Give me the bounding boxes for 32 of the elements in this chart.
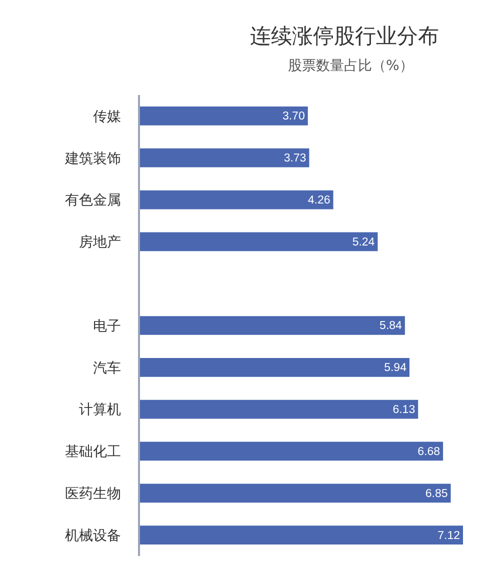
y-tick-label: 计算机 xyxy=(79,402,122,418)
bar xyxy=(140,400,418,419)
data-label: 6.68 xyxy=(418,446,440,458)
y-tick-label: 建筑装饰 xyxy=(64,150,122,167)
y-tick-label: 基础化工 xyxy=(65,444,122,460)
bar xyxy=(140,148,310,168)
y-tick-label: 机械设备 xyxy=(65,528,122,544)
bar xyxy=(140,484,451,503)
y-tick-label: 医药生物 xyxy=(65,486,122,502)
data-label: 7.12 xyxy=(438,530,460,542)
bar xyxy=(140,358,410,377)
chart-subtitle: 股票数量占比（%） xyxy=(288,58,414,74)
data-label: 5.84 xyxy=(380,320,403,332)
bar xyxy=(140,316,405,335)
data-label: 3.73 xyxy=(284,152,306,165)
bar xyxy=(140,442,444,461)
data-label: 6.13 xyxy=(392,404,416,416)
data-label: 6.85 xyxy=(425,488,448,500)
data-label: 5.24 xyxy=(352,236,376,248)
y-tick-label: 传媒 xyxy=(93,108,122,125)
data-label: 4.26 xyxy=(308,194,330,206)
bar xyxy=(140,232,378,252)
y-tick-label: 房地产 xyxy=(79,234,122,251)
chart-title: 连续涨停股行业分布 xyxy=(250,24,439,48)
bar xyxy=(140,106,308,126)
y-tick-label: 电子 xyxy=(93,318,122,334)
bar xyxy=(140,190,334,210)
data-label: 5.94 xyxy=(384,362,408,374)
bar xyxy=(140,526,463,544)
y-tick-label: 汽车 xyxy=(93,360,122,376)
data-label: 3.70 xyxy=(282,110,305,123)
y-tick-label: 有色金属 xyxy=(65,192,122,209)
